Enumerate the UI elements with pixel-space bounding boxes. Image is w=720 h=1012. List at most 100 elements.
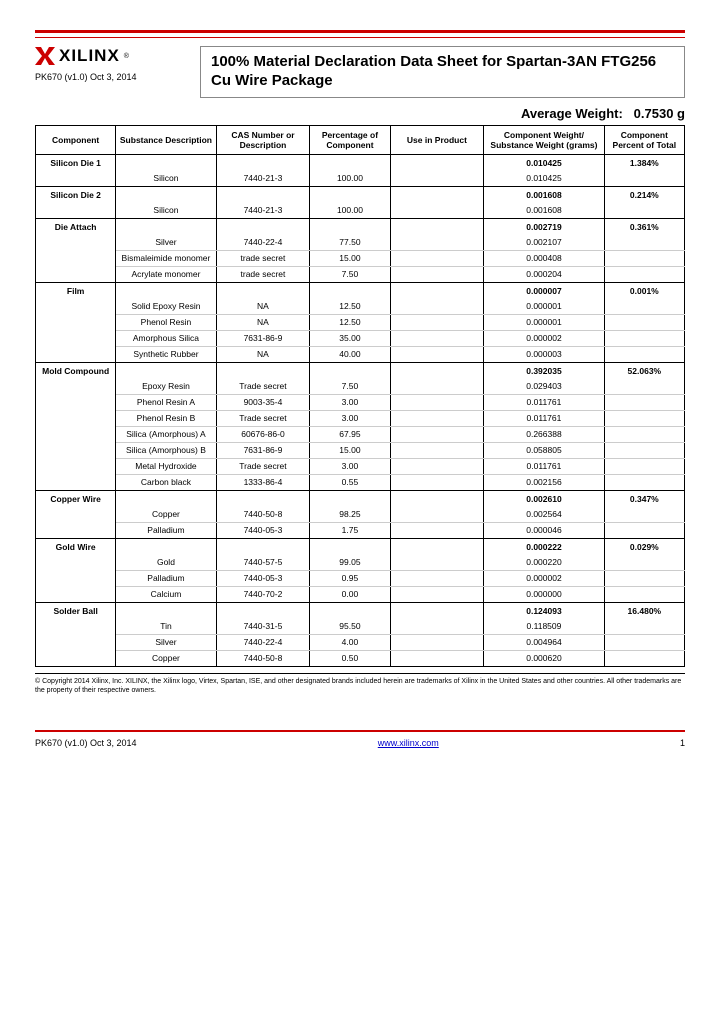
cas-number: NA [216, 298, 310, 314]
cas-number: NA [216, 346, 310, 362]
component-row: Gold Wire0.0002220.029% [36, 538, 685, 554]
use-in-product [390, 202, 484, 218]
component-weight: 0.000007 [484, 282, 604, 298]
use-in-product [390, 458, 484, 474]
use-in-product [390, 506, 484, 522]
header: XILINX® PK670 (v1.0) Oct 3, 2014 100% Ma… [35, 46, 685, 98]
substance-name: Gold [116, 554, 216, 570]
cas-number: Trade secret [216, 378, 310, 394]
substance-percentage: 98.25 [310, 506, 390, 522]
substance-percentage: 0.50 [310, 650, 390, 666]
substance-weight: 0.000204 [484, 266, 604, 282]
substance-percentage: 100.00 [310, 170, 390, 186]
substance-name: Amorphous Silica [116, 330, 216, 346]
component-weight: 0.001608 [484, 186, 604, 202]
substance-row: Silver7440-22-477.500.002107 [36, 234, 685, 250]
top-red-bar [35, 30, 685, 33]
substance-weight: 0.000002 [484, 330, 604, 346]
use-in-product [390, 378, 484, 394]
substance-percentage: 15.00 [310, 250, 390, 266]
substance-name: Palladium [116, 522, 216, 538]
component-name: Solder Ball [36, 602, 116, 618]
substance-weight: 0.002107 [484, 234, 604, 250]
cas-number: 1333-86-4 [216, 474, 310, 490]
substance-row: Silica (Amorphous) B7631-86-915.000.0588… [36, 442, 685, 458]
cas-number: Trade secret [216, 410, 310, 426]
substance-percentage: 0.55 [310, 474, 390, 490]
cas-number: 7440-21-3 [216, 170, 310, 186]
avg-weight-label: Average Weight: [521, 106, 623, 121]
th-percent-total: Component Percent of Total [604, 125, 684, 154]
th-weight: Component Weight/ Substance Weight (gram… [484, 125, 604, 154]
substance-percentage: 3.00 [310, 394, 390, 410]
component-weight: 0.392035 [484, 362, 604, 378]
substance-row: Bismaleimide monomertrade secret15.000.0… [36, 250, 685, 266]
substance-weight: 0.000620 [484, 650, 604, 666]
doc-version: PK670 (v1.0) Oct 3, 2014 [35, 72, 185, 82]
th-use: Use in Product [390, 125, 484, 154]
substance-row: Carbon black1333-86-40.550.002156 [36, 474, 685, 490]
cas-number: 7440-05-3 [216, 570, 310, 586]
component-weight: 0.010425 [484, 154, 604, 170]
cas-number: 7440-22-4 [216, 634, 310, 650]
table-body: Silicon Die 10.0104251.384%Silicon7440-2… [36, 154, 685, 666]
substance-name: Phenol Resin A [116, 394, 216, 410]
cas-number: trade secret [216, 266, 310, 282]
substance-weight: 0.000001 [484, 298, 604, 314]
substance-weight: 0.000001 [484, 314, 604, 330]
substance-percentage: 99.05 [310, 554, 390, 570]
substance-percentage: 7.50 [310, 378, 390, 394]
cas-number: 7440-57-5 [216, 554, 310, 570]
component-row: Film0.0000070.001% [36, 282, 685, 298]
substance-name: Copper [116, 506, 216, 522]
use-in-product [390, 314, 484, 330]
use-in-product [390, 618, 484, 634]
substance-row: Phenol Resin A9003-35-43.000.011761 [36, 394, 685, 410]
substance-weight: 0.002156 [484, 474, 604, 490]
substance-weight: 0.000002 [484, 570, 604, 586]
substance-weight: 0.029403 [484, 378, 604, 394]
component-name: Gold Wire [36, 538, 116, 554]
use-in-product [390, 346, 484, 362]
substance-name: Solid Epoxy Resin [116, 298, 216, 314]
substance-percentage: 77.50 [310, 234, 390, 250]
substance-row: Metal HydroxideTrade secret3.000.011761 [36, 458, 685, 474]
use-in-product [390, 634, 484, 650]
component-weight: 0.124093 [484, 602, 604, 618]
substance-row: Silica (Amorphous) A60676-86-067.950.266… [36, 426, 685, 442]
logo: XILINX® [35, 46, 185, 66]
substance-row: Gold7440-57-599.050.000220 [36, 554, 685, 570]
substance-row: Silicon7440-21-3100.000.001608 [36, 202, 685, 218]
use-in-product [390, 234, 484, 250]
footer-url[interactable]: www.xilinx.com [378, 738, 439, 748]
use-in-product [390, 650, 484, 666]
cas-number: 7440-31-5 [216, 618, 310, 634]
component-weight: 0.002610 [484, 490, 604, 506]
substance-name: Silicon [116, 170, 216, 186]
copyright: © Copyright 2014 Xilinx, Inc. XILINX, th… [35, 673, 685, 695]
substance-name: Silver [116, 634, 216, 650]
component-row: Mold Compound0.39203552.063% [36, 362, 685, 378]
substance-percentage: 67.95 [310, 426, 390, 442]
substance-percentage: 3.00 [310, 410, 390, 426]
substance-row: Epoxy ResinTrade secret7.50 0.029403 [36, 378, 685, 394]
use-in-product [390, 522, 484, 538]
substance-row: Synthetic RubberNA40.000.000003 [36, 346, 685, 362]
cas-number: 7440-50-8 [216, 650, 310, 666]
substance-name: Phenol Resin B [116, 410, 216, 426]
substance-percentage: 12.50 [310, 298, 390, 314]
substance-name: Synthetic Rubber [116, 346, 216, 362]
avg-weight-value: 0.7530 g [634, 106, 685, 121]
component-name: Copper Wire [36, 490, 116, 506]
component-weight: 0.000222 [484, 538, 604, 554]
substance-name: Epoxy Resin [116, 378, 216, 394]
substance-row: Phenol ResinNA12.500.000001 [36, 314, 685, 330]
substance-weight: 0.002564 [484, 506, 604, 522]
cas-number: 7631-86-9 [216, 330, 310, 346]
page-title: 100% Material Declaration Data Sheet for… [211, 53, 674, 91]
footer-doc-id: PK670 (v1.0) Oct 3, 2014 [35, 738, 137, 748]
cas-number: trade secret [216, 250, 310, 266]
use-in-product [390, 170, 484, 186]
substance-name: Silica (Amorphous) A [116, 426, 216, 442]
table-header: Component Substance Description CAS Numb… [36, 125, 685, 154]
